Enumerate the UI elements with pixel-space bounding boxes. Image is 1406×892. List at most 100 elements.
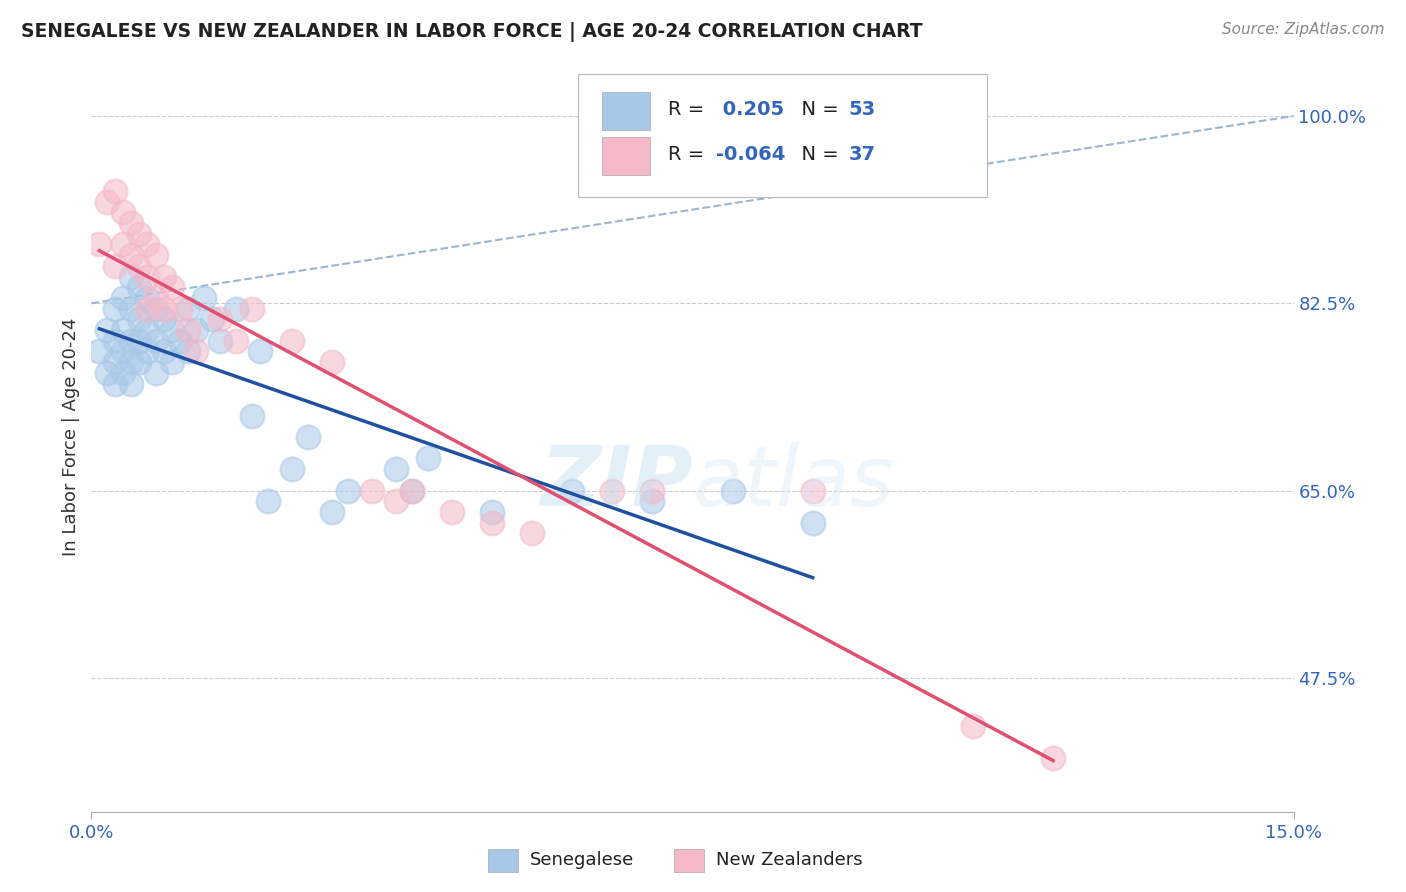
Text: R =: R = <box>668 100 711 120</box>
Point <box>145 291 167 305</box>
FancyBboxPatch shape <box>578 74 987 197</box>
Point <box>136 291 159 305</box>
Point <box>89 344 111 359</box>
Point <box>104 334 127 348</box>
Text: N =: N = <box>789 145 845 164</box>
Point <box>336 483 359 498</box>
Point <box>641 494 664 508</box>
Text: -0.064: -0.064 <box>717 145 786 164</box>
Point <box>128 312 150 326</box>
Point <box>104 259 127 273</box>
Bar <box>602 93 651 130</box>
Point <box>360 483 382 498</box>
Text: N =: N = <box>789 100 845 120</box>
Point <box>385 462 408 476</box>
Point <box>112 205 135 219</box>
Point <box>440 505 463 519</box>
Point <box>145 301 167 316</box>
Point <box>121 355 143 369</box>
Point <box>112 323 135 337</box>
Point <box>128 227 150 241</box>
Text: New Zealanders: New Zealanders <box>717 852 863 870</box>
Point <box>256 494 278 508</box>
Point <box>145 334 167 348</box>
Bar <box>488 849 519 871</box>
Y-axis label: In Labor Force | Age 20-24: In Labor Force | Age 20-24 <box>62 318 80 557</box>
Point <box>801 483 824 498</box>
Point <box>128 259 150 273</box>
Point <box>385 494 408 508</box>
Point <box>801 516 824 530</box>
Point <box>176 301 198 316</box>
Text: Source: ZipAtlas.com: Source: ZipAtlas.com <box>1222 22 1385 37</box>
Point <box>128 355 150 369</box>
Point <box>201 312 224 326</box>
Point <box>561 483 583 498</box>
Point <box>321 505 343 519</box>
Point <box>152 312 174 326</box>
Text: 0.205: 0.205 <box>717 100 785 120</box>
Point <box>176 344 198 359</box>
Point <box>136 344 159 359</box>
Point <box>136 269 159 284</box>
Point <box>1042 751 1064 765</box>
Text: R =: R = <box>668 145 711 164</box>
Point <box>152 269 174 284</box>
Point <box>136 301 159 316</box>
Text: atlas: atlas <box>692 442 894 523</box>
Point <box>96 366 118 380</box>
Point <box>641 483 664 498</box>
Point <box>176 323 198 337</box>
Point <box>96 194 118 209</box>
Point <box>416 451 439 466</box>
Point <box>104 301 127 316</box>
Point <box>152 344 174 359</box>
Text: ZIP: ZIP <box>540 442 692 523</box>
Point <box>128 280 150 294</box>
Point <box>104 376 127 391</box>
Point <box>184 344 207 359</box>
Point <box>281 462 304 476</box>
Point <box>962 719 984 733</box>
Point <box>112 291 135 305</box>
Point <box>401 483 423 498</box>
Point <box>112 237 135 252</box>
Point <box>602 483 624 498</box>
Point <box>152 301 174 316</box>
Point <box>104 355 127 369</box>
Point <box>136 323 159 337</box>
Text: 53: 53 <box>849 100 876 120</box>
Point <box>240 409 263 423</box>
Point <box>249 344 271 359</box>
Point <box>145 248 167 262</box>
Point <box>208 312 231 326</box>
Point <box>193 291 215 305</box>
Point <box>104 184 127 198</box>
Point <box>160 355 183 369</box>
Point <box>112 344 135 359</box>
Point <box>121 376 143 391</box>
Point <box>225 334 247 348</box>
Text: Senegalese: Senegalese <box>530 852 634 870</box>
Point <box>522 526 544 541</box>
Point <box>281 334 304 348</box>
Point <box>160 323 183 337</box>
Text: 37: 37 <box>849 145 876 164</box>
Point <box>321 355 343 369</box>
Point <box>89 237 111 252</box>
Point <box>721 483 744 498</box>
Point <box>121 301 143 316</box>
Point <box>121 334 143 348</box>
Point <box>128 334 150 348</box>
Point <box>401 483 423 498</box>
Point <box>121 269 143 284</box>
Point <box>225 301 247 316</box>
Point <box>169 301 191 316</box>
Point <box>112 366 135 380</box>
Bar <box>602 137 651 175</box>
Point <box>145 366 167 380</box>
Point <box>160 280 183 294</box>
Point <box>136 237 159 252</box>
Bar <box>675 849 704 871</box>
Point <box>121 216 143 230</box>
